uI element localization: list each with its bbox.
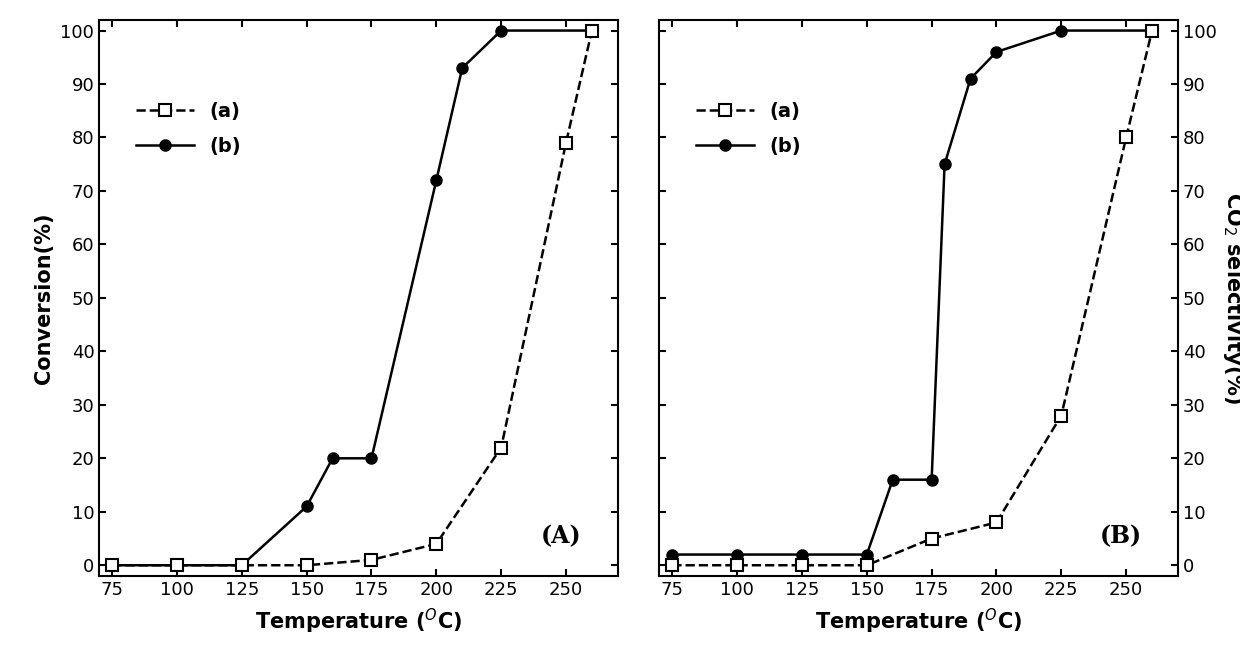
(b) <box>494 26 508 34</box>
(b) <box>729 551 744 559</box>
Line: (a): (a) <box>667 25 1158 571</box>
(a) <box>1145 26 1159 34</box>
(a) <box>234 561 249 569</box>
(b) <box>859 551 874 559</box>
(a) <box>859 561 874 569</box>
Line: (b): (b) <box>667 25 1158 560</box>
(b) <box>429 176 444 184</box>
(b) <box>963 75 978 83</box>
Y-axis label: Conversion(%): Conversion(%) <box>33 212 53 384</box>
(b) <box>104 561 119 569</box>
(a) <box>1118 134 1133 142</box>
Text: (A): (A) <box>541 524 582 548</box>
(b) <box>937 160 952 168</box>
(a) <box>104 561 119 569</box>
(b) <box>665 551 680 559</box>
Text: (B): (B) <box>1100 524 1142 548</box>
(a) <box>795 561 810 569</box>
(b) <box>1054 26 1069 34</box>
Line: (a): (a) <box>107 25 598 571</box>
X-axis label: Temperature ($^{O}$C): Temperature ($^{O}$C) <box>815 607 1022 636</box>
(b) <box>299 502 314 510</box>
(a) <box>365 556 379 564</box>
(b) <box>234 561 249 569</box>
(a) <box>558 139 573 147</box>
Line: (b): (b) <box>107 25 598 571</box>
(a) <box>170 561 185 569</box>
(a) <box>299 561 314 569</box>
(a) <box>429 540 444 548</box>
Legend: (a), (b): (a), (b) <box>130 96 247 162</box>
(b) <box>795 551 810 559</box>
(a) <box>990 518 1004 526</box>
(b) <box>170 561 185 569</box>
Legend: (a), (b): (a), (b) <box>689 96 807 162</box>
(a) <box>1054 412 1069 420</box>
(a) <box>665 561 680 569</box>
(b) <box>1145 26 1159 34</box>
(b) <box>924 476 939 484</box>
X-axis label: Temperature ($^{O}$C): Temperature ($^{O}$C) <box>255 607 463 636</box>
(b) <box>325 454 340 462</box>
(b) <box>990 48 1004 56</box>
(a) <box>924 534 939 542</box>
(b) <box>885 476 900 484</box>
Y-axis label: CO$_2$ selectivity(%): CO$_2$ selectivity(%) <box>1220 192 1240 404</box>
(a) <box>584 26 599 34</box>
(a) <box>494 444 508 451</box>
(b) <box>455 64 470 72</box>
(a) <box>729 561 744 569</box>
(b) <box>365 454 379 462</box>
(b) <box>584 26 599 34</box>
